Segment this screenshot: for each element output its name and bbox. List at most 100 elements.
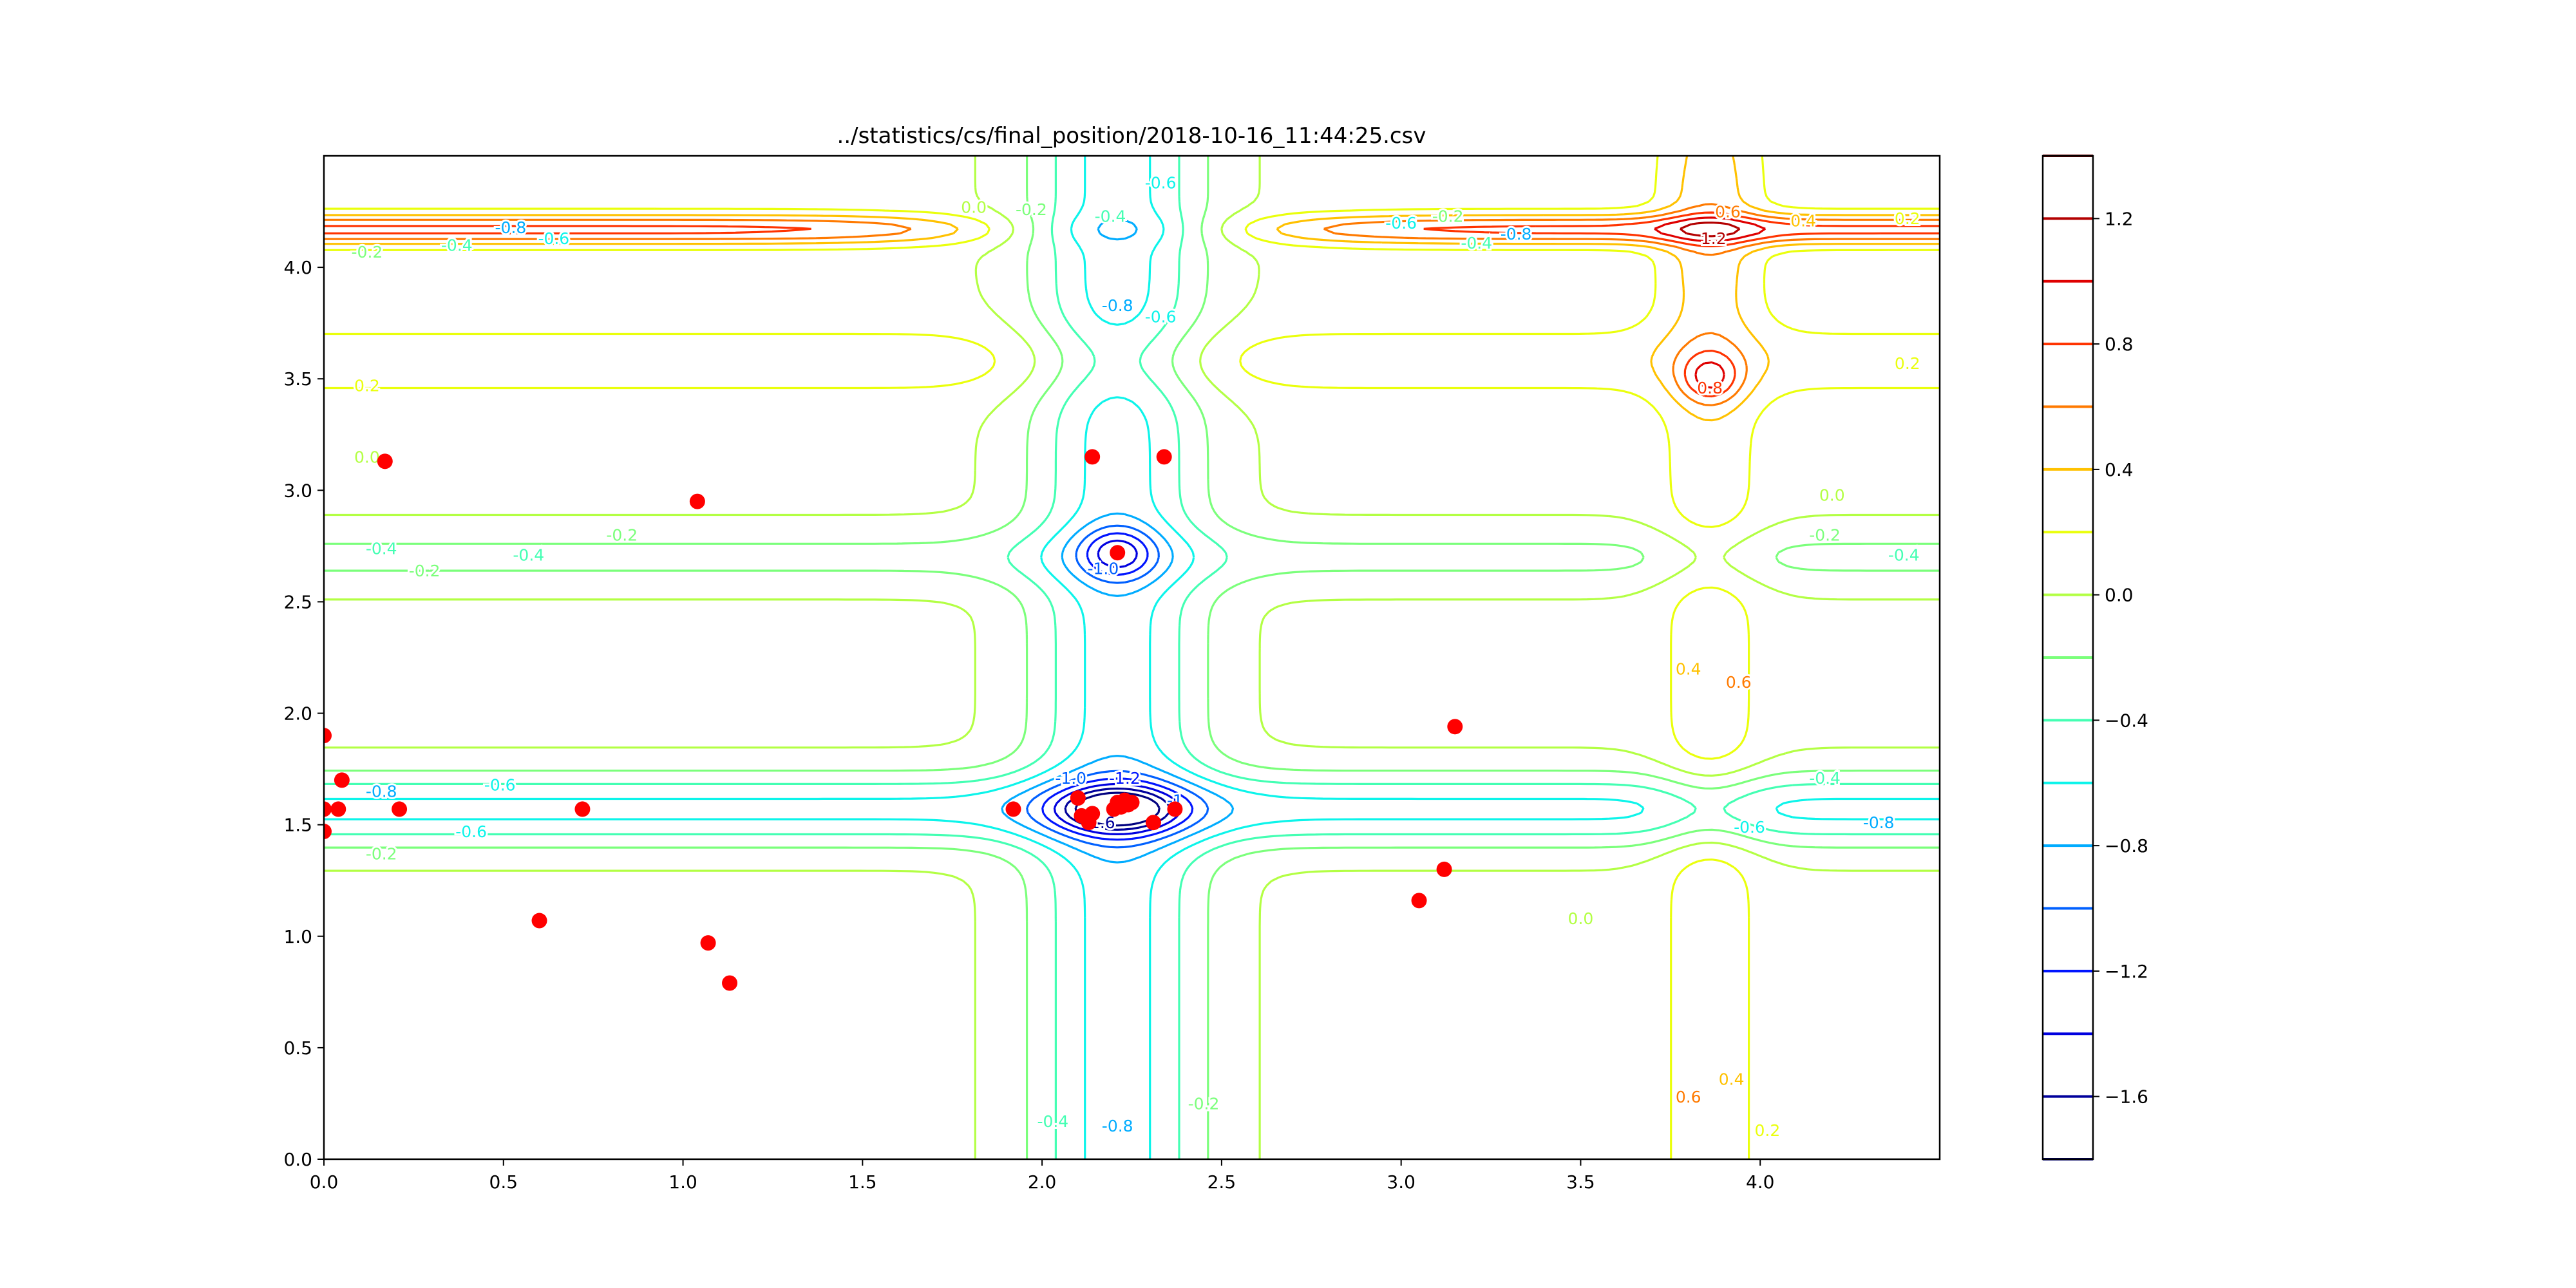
x-tick-label: 3.0 [1387,1171,1416,1193]
contour-label: -1.0 [1055,769,1086,788]
y-tick-label: 0.0 [283,1149,312,1170]
contour-level-line [324,156,1940,422]
contour-label: -1.0 [1088,560,1119,578]
contour-label: 0.0 [1568,909,1594,928]
x-tick-label: 1.0 [668,1171,697,1193]
data-point [1156,449,1172,465]
y-tick-label: 1.5 [283,815,312,836]
contour-label: 0.4 [1676,659,1701,678]
data-point [324,728,332,744]
contour-label: -0.2 [1809,526,1841,545]
data-point [1124,795,1140,811]
contour-level-line [1001,218,1235,864]
contour-label: 0.4 [1719,1070,1745,1088]
contour-label: 0.4 [1790,211,1816,230]
contour-label: -0.8 [1863,813,1895,832]
colorbar-tick-label: −0.4 [2105,710,2148,731]
y-tick-label: 3.5 [283,368,312,390]
contour-label: -0.6 [455,822,487,841]
contour-label: -0.6 [1385,214,1417,232]
contour-label: -0.4 [366,539,397,558]
contour-label: 0.2 [354,377,380,395]
y-tick-label: 3.0 [283,480,312,501]
contour-level-line [1680,222,1741,238]
contour-label: -0.4 [1095,207,1126,225]
contour-label: -0.2 [1432,207,1464,225]
contour-label: -0.8 [1102,296,1133,315]
contour-label: -0.4 [1037,1112,1068,1131]
data-point [531,913,547,929]
contour-label: 0.6 [1726,673,1752,692]
colorbar: −1.6 −1.2 −0.8 −0.4 0.0 0.4 0.8 1.2 [2041,155,2148,1160]
contour-label: -0.4 [1461,234,1492,252]
contour-level-line [324,211,1940,398]
contour-label: 0.2 [1895,354,1920,373]
y-tick-label: 2.0 [283,703,312,724]
contour-label: -0.6 [1145,174,1177,193]
data-point [324,801,332,817]
data-point [700,935,716,951]
contour-label: -0.8 [495,218,527,237]
colorbar-tick-label: −1.6 [2105,1086,2148,1108]
contour-label: 0.0 [961,198,987,217]
colorbar-tick-label: −0.8 [2105,835,2148,857]
y-tick-label: 4.0 [283,257,312,278]
contour-label: -0.2 [1188,1094,1220,1113]
contour-label: -0.4 [1809,769,1841,788]
contour-label: 0.0 [354,448,380,466]
contour-level-line [324,156,1940,1159]
contour-label: -0.2 [409,562,440,580]
x-tick-label: 3.5 [1566,1171,1595,1193]
data-point [1447,719,1463,735]
contour-label: 0.0 [1819,486,1845,504]
contour-level-line [1654,216,1766,389]
contour-label: -0.8 [1501,225,1532,243]
contour-label: -0.6 [484,775,516,794]
contour-level-line [324,203,1940,406]
y-axis: 0.0 0.5 1.0 1.5 2.0 2.5 3.0 3.5 4.0 [283,257,324,1170]
contour-label: 0.8 [1697,379,1723,397]
data-point [574,801,591,817]
contour-label: -0.2 [606,526,638,545]
contour-level-line [324,156,1940,1159]
data-point [392,801,408,817]
data-point [334,772,350,788]
data-point [1167,801,1183,817]
contour-label: 0.6 [1715,203,1741,222]
contour-label: 0.2 [1754,1121,1780,1140]
data-point [1411,893,1427,909]
colorbar-tick-label: 0.0 [2105,585,2134,606]
colorbar-tick-label: 1.2 [2105,208,2134,229]
x-tick-label: 0.0 [310,1171,339,1193]
contour-label: -0.8 [366,782,397,801]
x-tick-label: 0.5 [489,1171,518,1193]
y-tick-label: 2.5 [283,591,312,612]
plot-frame [323,155,1941,1160]
contour-label: -0.6 [1145,307,1177,326]
x-tick-label: 2.0 [1028,1171,1057,1193]
data-point [1070,790,1086,806]
contour-label: -0.6 [1734,818,1765,837]
data-point [1436,861,1452,877]
contour-label: -0.4 [513,546,544,565]
contour-level-line [324,156,1940,1159]
contour-label: 0.6 [1676,1088,1701,1106]
y-tick-label: 0.5 [283,1037,312,1059]
contour-labels: 0.0 -0.2 -0.4-0.6-0.8-0.6-0.4-0.2-0.6 -0.2-… [350,172,1922,1142]
x-tick-label: 1.5 [848,1171,877,1193]
data-point [722,975,738,991]
contour-lines [324,156,1940,1159]
colorbar-tick-label: −1.2 [2105,961,2148,982]
contour-label: -0.2 [1016,200,1047,219]
contour-label: -0.4 [1888,546,1920,565]
contour-label: 0.2 [1895,209,1920,228]
contour-label: -0.6 [538,229,569,248]
contour-label: -0.8 [1102,1117,1133,1135]
colorbar-tick-label: 0.4 [2105,459,2134,480]
colorbar-frame [2041,155,2094,1160]
data-point [1084,806,1101,822]
data-point [1005,801,1021,817]
data-point [689,493,705,509]
x-tick-label: 4.0 [1746,1171,1775,1193]
contour-level-line [1041,532,1194,841]
